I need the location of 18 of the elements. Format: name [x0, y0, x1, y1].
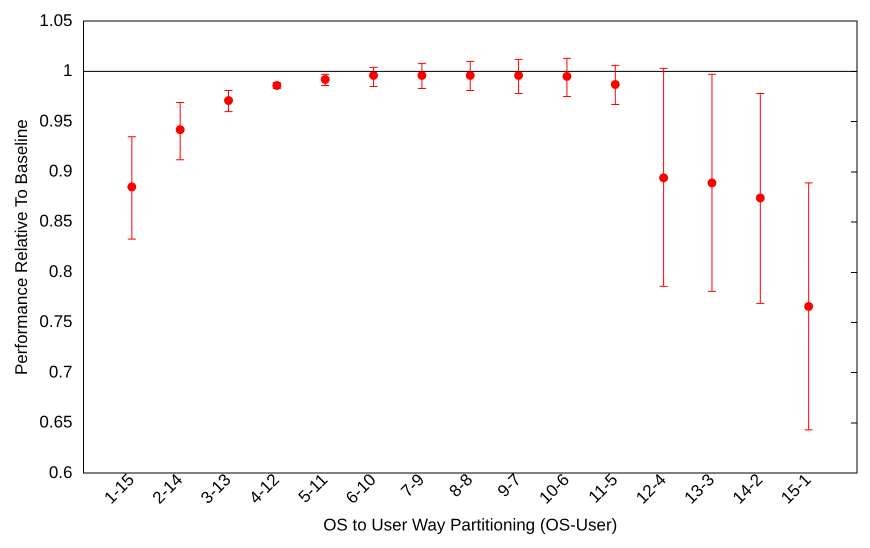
x-tick-label: 6-10 — [342, 470, 380, 508]
y-tick-label: 0.65 — [39, 412, 72, 432]
y-axis-title: Performance Relative To Baseline — [12, 119, 31, 376]
x-tick-label: 8-8 — [446, 470, 476, 501]
y-tick-label: 0.95 — [39, 111, 72, 130]
y-tick-label: 0.9 — [48, 162, 72, 181]
y-tick-label: 0.6 — [48, 462, 72, 482]
y-tick-label: 0.75 — [39, 312, 72, 332]
x-tick-label: 5-11 — [294, 470, 332, 507]
y-tick-label: 1.05 — [39, 10, 72, 30]
y-tick-label: 0.85 — [39, 212, 72, 231]
x-tick-label: 7-9 — [397, 470, 428, 501]
x-tick-label: 9-7 — [494, 470, 525, 501]
x-axis-title: OS to User Way Partitioning (OS-User) — [323, 515, 618, 534]
y-tick-label: 0.7 — [48, 362, 72, 382]
y-tick-label: 0.8 — [48, 262, 72, 281]
x-tick-label: 4-12 — [246, 470, 284, 508]
y-tick-label: 1 — [63, 61, 72, 80]
